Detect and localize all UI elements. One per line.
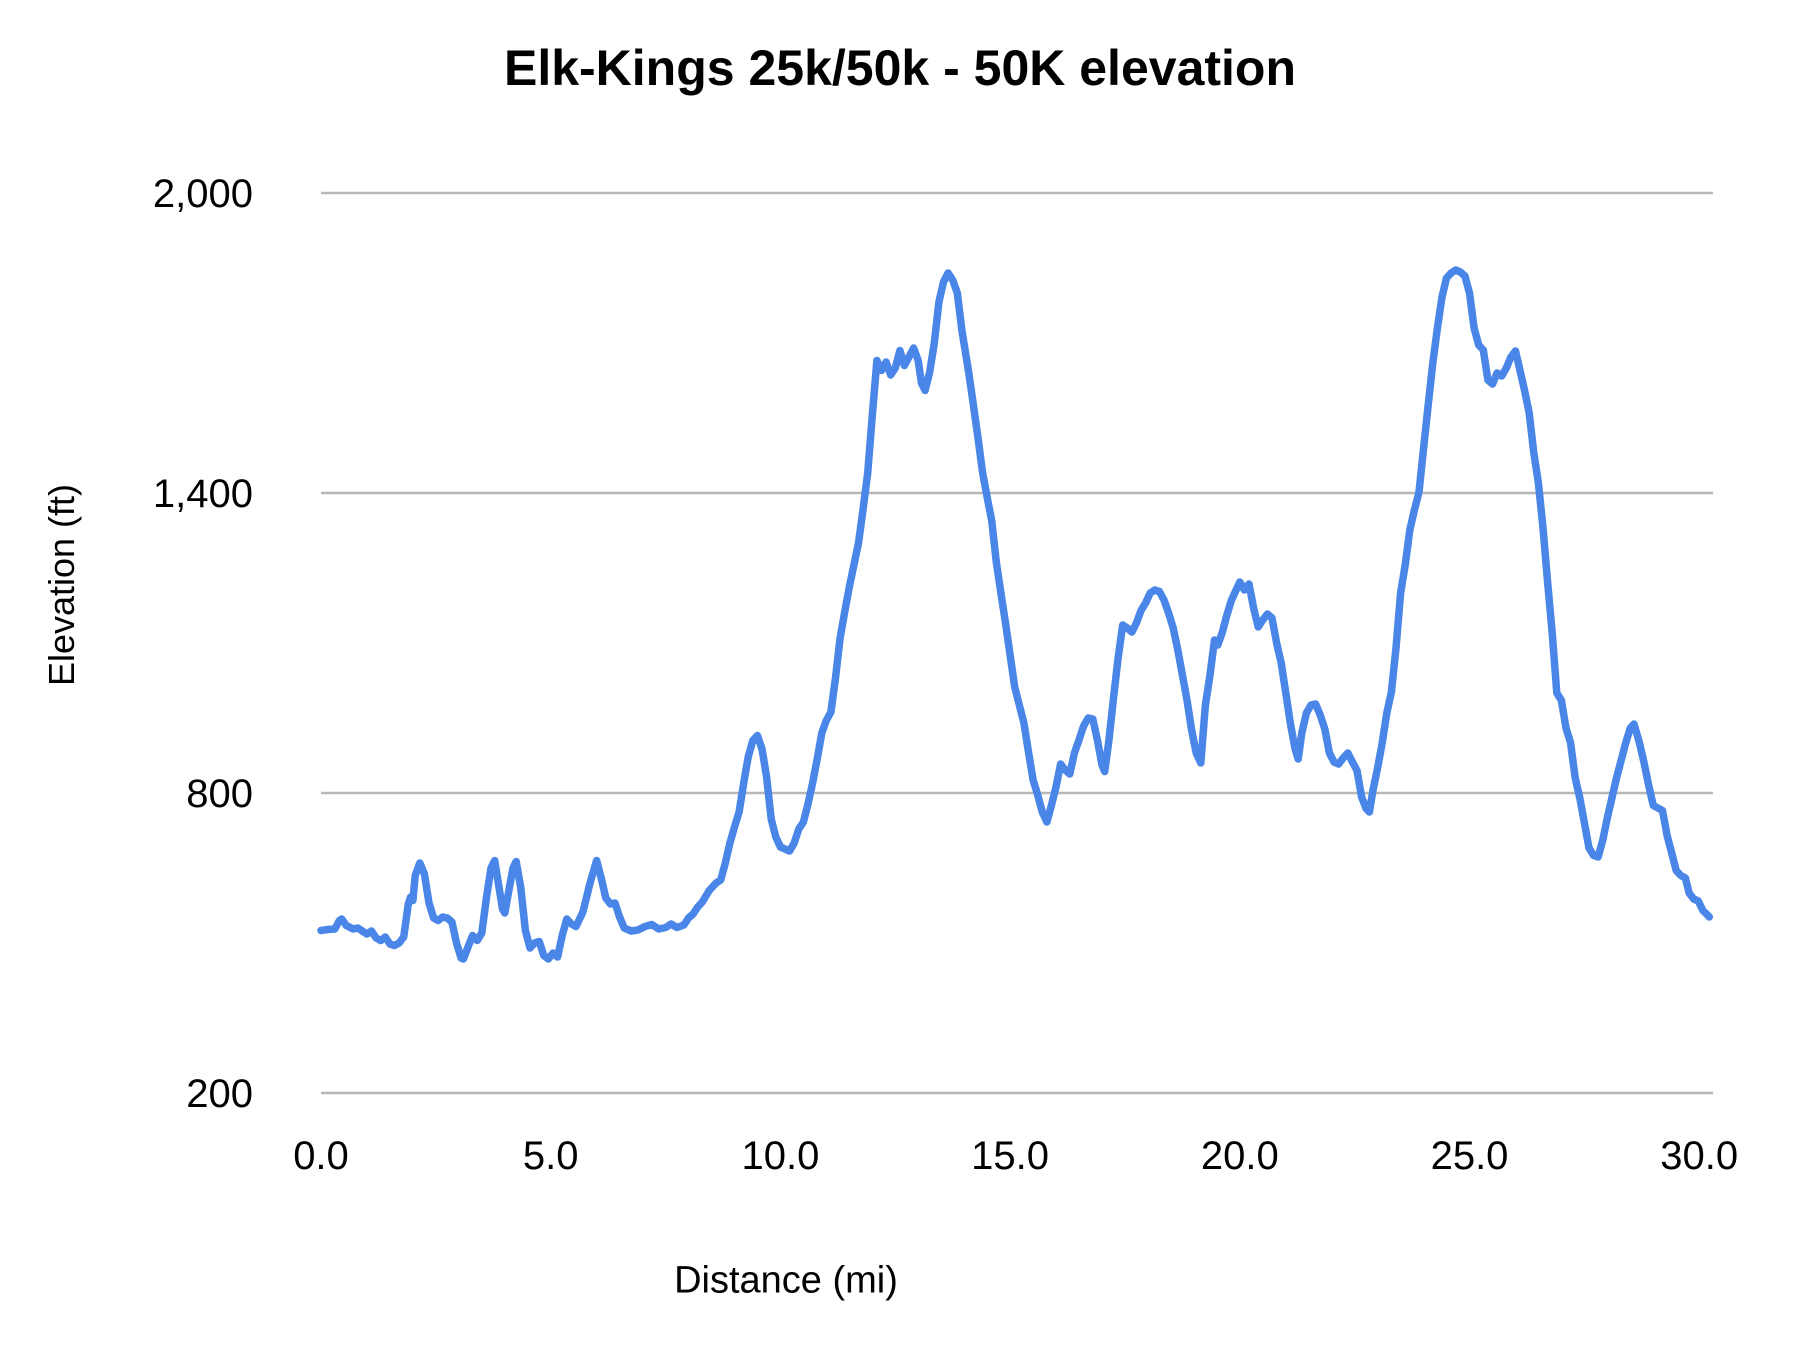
elevation-line: [317, 266, 1714, 963]
y-tick-label-2000: 2,000: [153, 172, 253, 216]
chart-title: Elk-Kings 25k/50k - 50K elevation: [503, 40, 1297, 96]
y-tick-label-200: 200: [186, 1072, 253, 1116]
y-tick-label-1400: 1,400: [153, 472, 253, 516]
x-tick-label-15.0: 15.0: [971, 1134, 1049, 1178]
x-tick-label-20.0: 20.0: [1201, 1134, 1279, 1178]
x-tick-labels-group: 0.0 5.0 10.0 15.0 20.0 25.0 30.0: [293, 1134, 1738, 1178]
gridlines-group: [321, 191, 1713, 1095]
x-tick-label-0.0: 0.0: [293, 1134, 349, 1178]
y-tick-label-800: 800: [186, 772, 253, 816]
y-tick-labels-group: 200 800 1,400 2,000: [153, 172, 253, 1116]
x-tick-label-25.0: 25.0: [1431, 1134, 1509, 1178]
x-tick-label-30.0: 30.0: [1660, 1134, 1738, 1178]
x-tick-label-10.0: 10.0: [741, 1134, 819, 1178]
x-axis-title: Distance (mi): [674, 1259, 898, 1302]
x-tick-label-5.0: 5.0: [523, 1134, 579, 1178]
